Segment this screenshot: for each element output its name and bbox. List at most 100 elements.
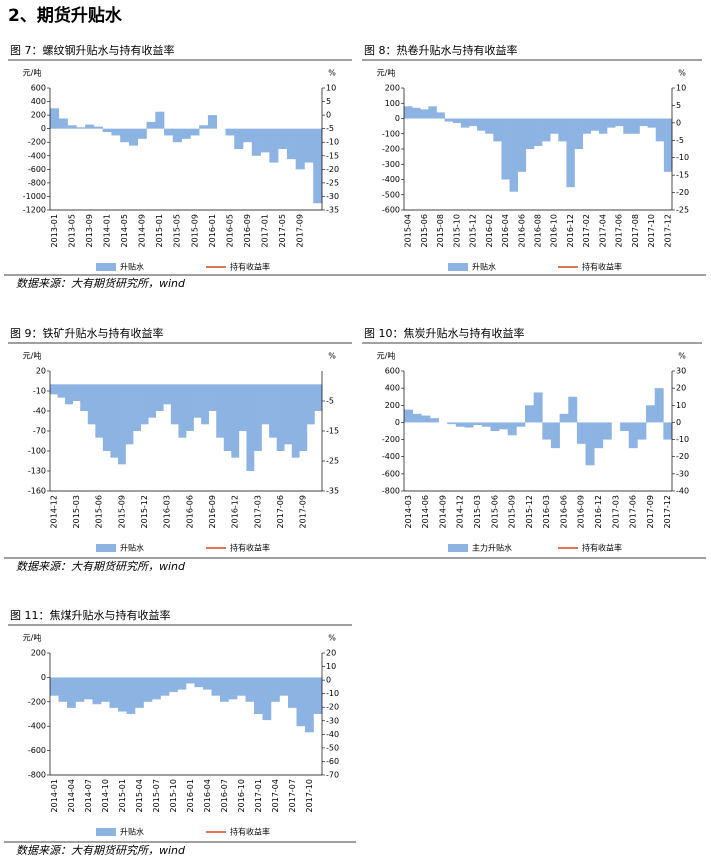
bar xyxy=(493,118,502,142)
x-tick-label: 2015-12 xyxy=(525,495,534,528)
bar xyxy=(598,118,608,134)
x-tick-label: 2016-04 xyxy=(501,214,510,247)
bar xyxy=(155,111,165,129)
x-tick-label: 2015-10 xyxy=(169,779,178,812)
y-tick-label: -10 xyxy=(33,387,46,396)
x-tick-label: 2017-12 xyxy=(663,495,672,528)
bar xyxy=(199,125,209,129)
x-tick-label: 2017-04 xyxy=(598,214,607,247)
x-tick-label: 2015-01 xyxy=(155,214,164,247)
bar xyxy=(133,384,141,431)
bar xyxy=(50,384,58,395)
y2-axis-unit: % xyxy=(328,634,336,643)
legend-swatch xyxy=(448,544,468,552)
bar xyxy=(421,415,431,423)
bar xyxy=(207,115,218,129)
bar xyxy=(412,413,422,423)
bar xyxy=(550,422,560,449)
bar xyxy=(542,118,551,142)
bar xyxy=(220,677,229,702)
bar xyxy=(186,384,194,431)
y-tick-label: -800 xyxy=(28,178,46,187)
y-axis-unit: 元/吨 xyxy=(23,351,42,361)
bar xyxy=(639,118,648,127)
bar xyxy=(509,118,518,192)
bar xyxy=(295,128,305,170)
y-tick-label: -600 xyxy=(382,469,400,478)
x-tick-label: 2014-09 xyxy=(438,495,447,528)
x-tick-label: 2015-09 xyxy=(190,214,199,247)
bar xyxy=(67,125,77,129)
y2-tick-label: -35 xyxy=(326,206,339,215)
bar xyxy=(490,422,500,431)
bar xyxy=(50,108,60,129)
x-tick-label: 2014-09 xyxy=(138,214,147,247)
bar xyxy=(109,677,119,708)
bar xyxy=(246,384,255,471)
x-tick-label: 2014-01 xyxy=(103,214,112,247)
y2-tick-label: -20 xyxy=(676,452,689,461)
x-tick-label: 2017-06 xyxy=(276,495,285,528)
y2-tick-label: 10 xyxy=(676,401,686,410)
source-note: 数据来源：大有期货研究所，wind xyxy=(16,844,186,857)
y2-tick-label: -5 xyxy=(326,124,334,133)
bar xyxy=(404,106,413,119)
y-tick-label: -300 xyxy=(382,160,400,169)
bar xyxy=(177,677,187,690)
y-tick-label: 0 xyxy=(395,418,400,427)
x-tick-label: 2016-01 xyxy=(186,779,195,812)
bar xyxy=(76,127,86,129)
y2-tick-label: 0 xyxy=(326,111,331,120)
bar xyxy=(95,384,104,438)
bar xyxy=(550,118,559,134)
y2-tick-label: -10 xyxy=(676,153,689,162)
bar xyxy=(279,677,289,696)
y2-tick-label: -50 xyxy=(326,743,339,752)
y2-tick-label: -30 xyxy=(326,716,339,725)
x-tick-label: 2016-04 xyxy=(203,779,212,812)
x-tick-label: 2017-02 xyxy=(582,214,591,247)
bar xyxy=(101,677,110,702)
y-tick-label: -400 xyxy=(28,151,46,160)
bar xyxy=(118,677,127,712)
bar xyxy=(203,677,212,690)
y-tick-label: -160 xyxy=(28,487,46,496)
bar xyxy=(615,118,624,127)
bar xyxy=(460,118,470,128)
y2-tick-label: -20 xyxy=(676,188,689,197)
bar xyxy=(87,384,96,425)
y2-tick-label: -40 xyxy=(676,487,689,496)
bar xyxy=(110,384,119,458)
y-tick-label: 0 xyxy=(41,673,46,682)
x-tick-label: 2015-09 xyxy=(117,495,126,528)
bar xyxy=(468,118,478,127)
y-tick-label: -200 xyxy=(382,435,400,444)
y-tick-label: 400 xyxy=(31,97,46,106)
y2-tick-label: -5 xyxy=(326,397,334,406)
bar xyxy=(125,384,134,445)
bar xyxy=(306,384,315,425)
y2-tick-label: -25 xyxy=(326,457,339,466)
x-tick-label: 2017-09 xyxy=(299,495,308,528)
bar xyxy=(194,677,204,688)
bar xyxy=(582,118,592,134)
bar xyxy=(447,422,457,425)
bar xyxy=(155,384,164,411)
legend-label: 主力升贴水 xyxy=(472,543,512,553)
legend-swatch xyxy=(96,828,116,836)
bar xyxy=(190,128,200,136)
y-tick-label: -800 xyxy=(382,487,400,496)
bar xyxy=(481,422,491,427)
bar xyxy=(102,128,112,133)
legend-label: 持有收益率 xyxy=(230,543,270,553)
bar xyxy=(542,422,552,440)
x-tick-label: 2014-01 xyxy=(50,779,59,812)
legend-label: 升贴水 xyxy=(120,543,144,553)
bar xyxy=(631,118,640,134)
bar xyxy=(228,677,238,700)
y2-tick-label: -10 xyxy=(676,435,689,444)
x-tick-label: 2016-12 xyxy=(566,214,575,247)
x-tick-label: 2017-01 xyxy=(260,214,269,247)
y-tick-label: 200 xyxy=(31,111,46,120)
